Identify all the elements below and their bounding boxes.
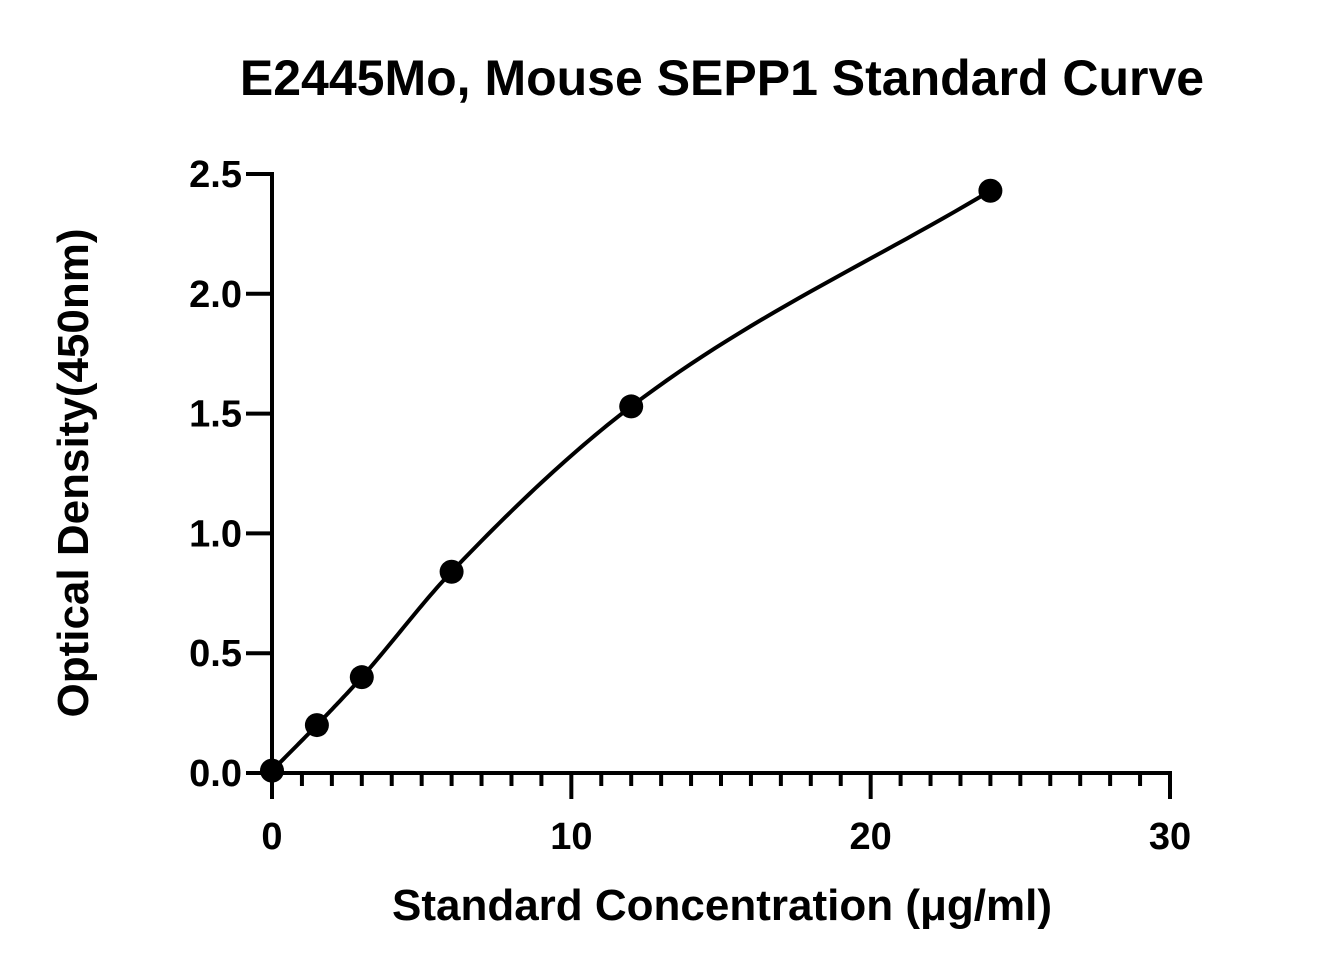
x-axis-label: Standard Concentration (μg/ml) <box>392 881 1052 930</box>
data-points-layer <box>260 178 1003 783</box>
fit-curve-layer <box>270 189 992 773</box>
y-tick-label: 1.5 <box>189 394 242 436</box>
chart-title: E2445Mo, Mouse SEPP1 Standard Curve <box>240 50 1204 106</box>
x-tick-label: 0 <box>261 816 282 858</box>
x-tick-label: 10 <box>550 816 592 858</box>
y-axis-label: Optical Density(450nm) <box>49 228 98 717</box>
data-point <box>619 394 644 419</box>
data-point <box>260 758 284 783</box>
fit-curve <box>270 189 992 773</box>
x-tick-label: 20 <box>850 816 892 858</box>
axes: 0.0 0.5 1.0 1.5 2.0 2.5 0 10 20 30 <box>189 154 1191 858</box>
y-tick-label: 0.5 <box>189 633 242 675</box>
y-tick-label: 0.0 <box>189 753 242 795</box>
data-point <box>349 665 374 690</box>
data-point <box>304 713 329 738</box>
y-tick-label: 2.0 <box>189 274 242 316</box>
data-point <box>439 559 464 584</box>
y-tick-label: 2.5 <box>189 154 242 196</box>
x-tick-label: 30 <box>1149 816 1191 858</box>
y-tick-label: 1.0 <box>189 513 242 555</box>
data-point <box>978 178 1003 203</box>
